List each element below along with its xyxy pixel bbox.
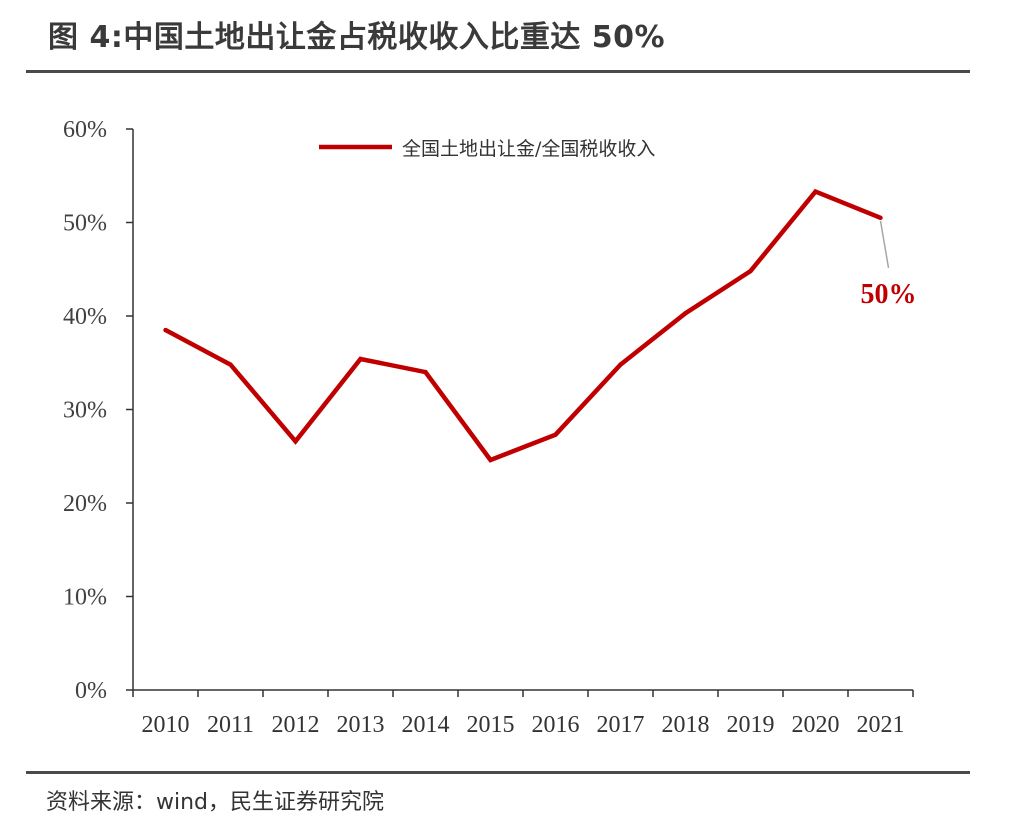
data-point (748, 268, 753, 274)
legend: 全国土地出让金/全国税收收入 (319, 138, 655, 160)
annotation-leader-line (879, 220, 890, 268)
x-tick-label: 2021 (857, 712, 905, 738)
y-tick-label: 0% (75, 678, 107, 704)
data-point (163, 327, 168, 333)
x-tick-label: 2013 (337, 712, 385, 738)
data-point (553, 432, 558, 437)
y-tick-label: 10% (63, 585, 107, 611)
series-group (163, 188, 883, 463)
y-tick-label: 50% (63, 211, 107, 237)
x-tick-label: 2012 (272, 712, 320, 738)
x-tick-label: 2015 (467, 712, 515, 738)
title-divider (26, 70, 970, 73)
x-tick-label: 2018 (662, 712, 710, 738)
y-tick-label: 60% (63, 117, 107, 143)
annotation: 50% (861, 220, 917, 310)
annotation-label: 50% (861, 279, 917, 310)
y-tick-label: 40% (63, 304, 107, 330)
data-point (683, 310, 688, 316)
y-tick-label: 30% (63, 398, 107, 424)
x-tick-label: 2017 (597, 712, 645, 738)
legend-label: 全国土地出让金/全国税收收入 (402, 138, 655, 160)
data-point (488, 457, 493, 463)
x-tick-label: 2020 (792, 712, 840, 738)
data-point (358, 356, 363, 362)
y-axis: 0% 10% 20% 30% 40% 50% 60% (63, 117, 134, 704)
x-tick-label: 2019 (727, 712, 775, 738)
data-point (618, 362, 623, 367)
source-note: 资料来源：wind，民生证券研究院 (46, 790, 385, 815)
footer-divider (26, 771, 970, 774)
x-tick-label: 2016 (532, 712, 580, 738)
y-tick-label: 20% (63, 491, 107, 517)
data-point (878, 215, 883, 221)
data-point (293, 439, 298, 444)
data-point (813, 189, 818, 194)
data-point (228, 362, 233, 367)
x-axis: 2010 2011 2012 2013 2014 2015 2016 2017 2018 2019… (132, 689, 914, 738)
x-tick-label: 2014 (402, 712, 450, 738)
series-line (164, 188, 882, 463)
data-point (423, 369, 428, 375)
x-tick-label: 2010 (142, 712, 190, 738)
figure-title: 图 4:中国土地出让金占税收收入比重达 50% (48, 20, 666, 55)
x-tick-label: 2011 (207, 712, 254, 738)
